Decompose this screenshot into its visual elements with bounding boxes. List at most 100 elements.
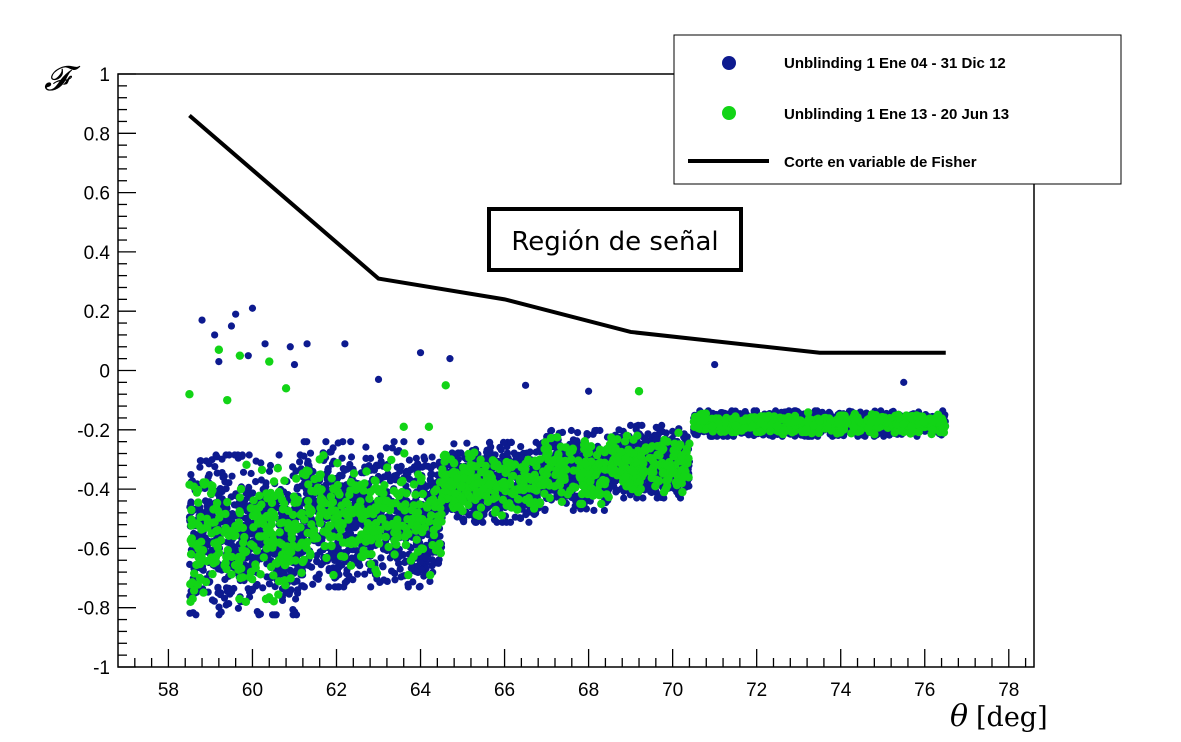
data-point	[457, 449, 465, 457]
data-point	[211, 463, 219, 471]
data-point	[511, 513, 519, 521]
data-point	[240, 532, 249, 542]
data-point	[306, 449, 315, 457]
data-point	[211, 331, 219, 339]
data-point	[197, 457, 205, 465]
data-point	[186, 597, 195, 606]
data-point	[252, 546, 262, 555]
data-point	[257, 532, 266, 541]
data-point	[341, 340, 349, 348]
data-point	[192, 611, 200, 619]
data-point	[590, 506, 598, 514]
data-point	[315, 570, 323, 578]
data-point	[189, 586, 199, 595]
data-point	[327, 448, 335, 456]
data-point	[507, 438, 515, 446]
data-point	[420, 572, 428, 580]
data-point	[210, 597, 218, 605]
data-point	[280, 561, 290, 570]
x-tick-label: 74	[830, 680, 852, 701]
x-tick-label: 72	[746, 680, 767, 701]
x-axis-tick-labels: 58 60 62 64 66 68 70 72 74 76 78	[158, 680, 1020, 701]
data-point	[262, 544, 271, 553]
data-point	[278, 596, 287, 605]
data-point	[232, 310, 240, 318]
data-point	[417, 438, 425, 446]
data-point	[274, 590, 283, 599]
data-point	[196, 463, 204, 471]
x-tick-label: 76	[914, 680, 935, 701]
data-point	[422, 554, 430, 562]
y-tick-label: 0.4	[84, 243, 111, 264]
y-tick-label: -1	[93, 658, 110, 679]
data-point	[244, 352, 252, 360]
data-point	[380, 576, 388, 584]
data-point	[345, 572, 353, 580]
data-point	[379, 563, 387, 571]
data-point	[213, 506, 223, 515]
data-point	[428, 453, 436, 461]
data-point	[497, 446, 505, 454]
y-tick-label: 0	[99, 362, 110, 383]
data-point	[396, 565, 404, 573]
data-point	[493, 518, 501, 526]
data-point	[269, 611, 277, 619]
data-point	[405, 456, 413, 464]
data-point	[292, 595, 300, 603]
data-point	[407, 466, 415, 474]
x-tick-label: 78	[998, 680, 1019, 701]
data-point	[294, 589, 302, 597]
data-point	[257, 465, 267, 475]
data-point	[208, 546, 216, 555]
data-point	[265, 580, 273, 588]
data-point	[400, 438, 408, 446]
data-point	[259, 584, 267, 592]
data-point	[215, 358, 223, 366]
data-point	[213, 469, 221, 477]
data-point	[362, 454, 370, 462]
data-point	[207, 529, 216, 538]
y-tick-label: 1	[99, 65, 110, 86]
data-point	[347, 453, 356, 461]
data-point	[205, 460, 213, 468]
y-tick-label: 0.2	[84, 302, 110, 323]
data-point	[199, 566, 207, 574]
data-point	[344, 525, 352, 533]
data-point	[483, 449, 491, 457]
data-point	[249, 585, 257, 593]
data-point	[246, 504, 255, 513]
data-point	[427, 478, 435, 486]
data-point	[339, 438, 347, 446]
data-point	[296, 458, 304, 466]
data-point	[239, 468, 248, 476]
data-point	[255, 491, 264, 500]
data-point	[190, 569, 199, 578]
data-point	[391, 569, 399, 578]
data-point	[266, 461, 275, 470]
data-point	[289, 606, 297, 614]
data-point	[256, 570, 265, 579]
data-point	[286, 343, 294, 351]
data-point	[257, 476, 265, 484]
data-point	[219, 473, 227, 481]
data-point	[639, 494, 647, 502]
data-point	[317, 561, 325, 569]
data-point	[362, 443, 370, 451]
data-point	[393, 448, 401, 456]
data-point	[574, 429, 582, 437]
data-point	[275, 451, 283, 459]
data-point	[303, 340, 311, 348]
data-point	[541, 505, 549, 513]
data-point	[256, 610, 264, 618]
data-point	[518, 454, 526, 462]
data-point	[282, 589, 290, 597]
data-point	[289, 463, 297, 471]
data-point	[644, 430, 652, 438]
data-point	[273, 464, 282, 473]
data-point	[376, 452, 384, 460]
data-point	[525, 518, 533, 526]
data-point	[223, 498, 232, 507]
data-point	[248, 575, 257, 584]
data-point	[187, 505, 196, 515]
